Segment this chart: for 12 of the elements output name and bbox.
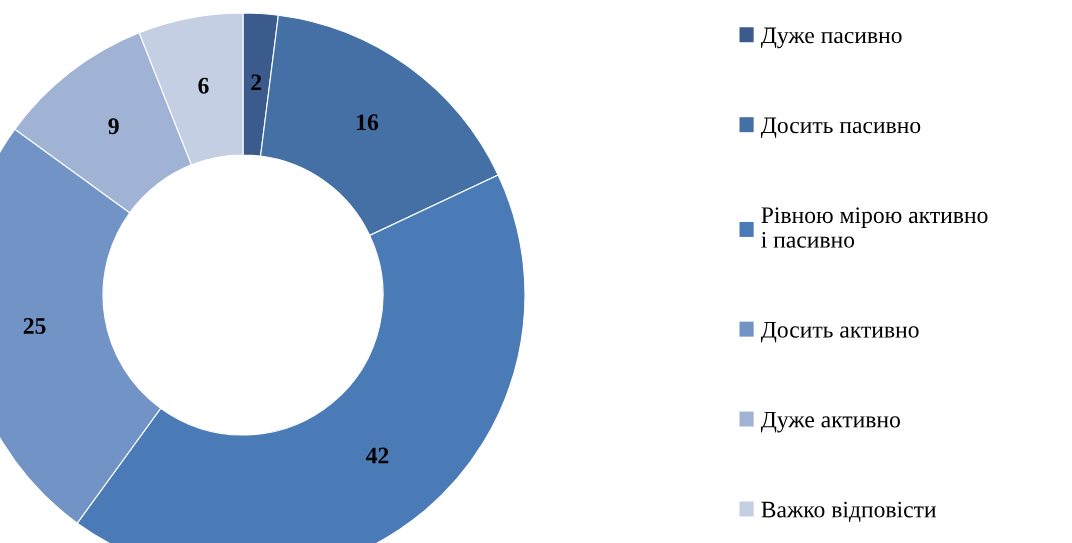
legend-label: Рівною мірою активно і пасивно: [761, 207, 988, 248]
data-label: 2: [251, 74, 262, 91]
data-label: 9: [108, 118, 119, 135]
data-label: 6: [198, 77, 209, 94]
data-label: 42: [366, 447, 389, 464]
legend-label: Досить активно: [760, 322, 919, 343]
data-label: 16: [357, 114, 379, 131]
legend-label: Дуже активно: [760, 411, 900, 433]
legend-label: Важко відповісти: [761, 501, 936, 522]
legend-label: Дуже пасивно: [760, 27, 902, 49]
data-label: 25: [23, 318, 46, 334]
legend-label: Досить пасивно: [760, 117, 921, 139]
